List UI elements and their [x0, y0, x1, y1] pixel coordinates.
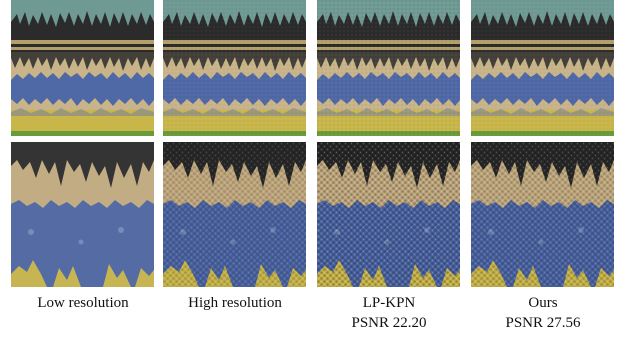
caption-psnr: PSNR 22.20 — [351, 315, 427, 331]
caption-lpkpn: LP-KPN PSNR 22.20 — [313, 293, 465, 333]
panel-high-resolution-zoom — [163, 142, 306, 287]
caption-ours: Ours PSNR 27.56 — [467, 293, 619, 333]
panel-lpkpn-zoom — [317, 142, 460, 287]
caption-high-resolution: High resolution — [159, 293, 311, 313]
caption-psnr: PSNR 27.56 — [505, 315, 581, 331]
panel-low-resolution-zoom — [11, 142, 154, 287]
panel-lpkpn-full — [317, 0, 460, 136]
panel-high-resolution-full — [163, 0, 306, 136]
caption-line: Low resolution — [37, 295, 129, 311]
caption-line: High resolution — [188, 295, 282, 311]
caption-method: LP-KPN — [362, 295, 416, 311]
caption-method: Ours — [528, 295, 558, 311]
panel-ours-full — [471, 0, 614, 136]
caption-low-resolution: Low resolution — [7, 293, 159, 313]
panel-ours-zoom — [471, 142, 614, 287]
panel-low-resolution-full — [11, 0, 154, 136]
